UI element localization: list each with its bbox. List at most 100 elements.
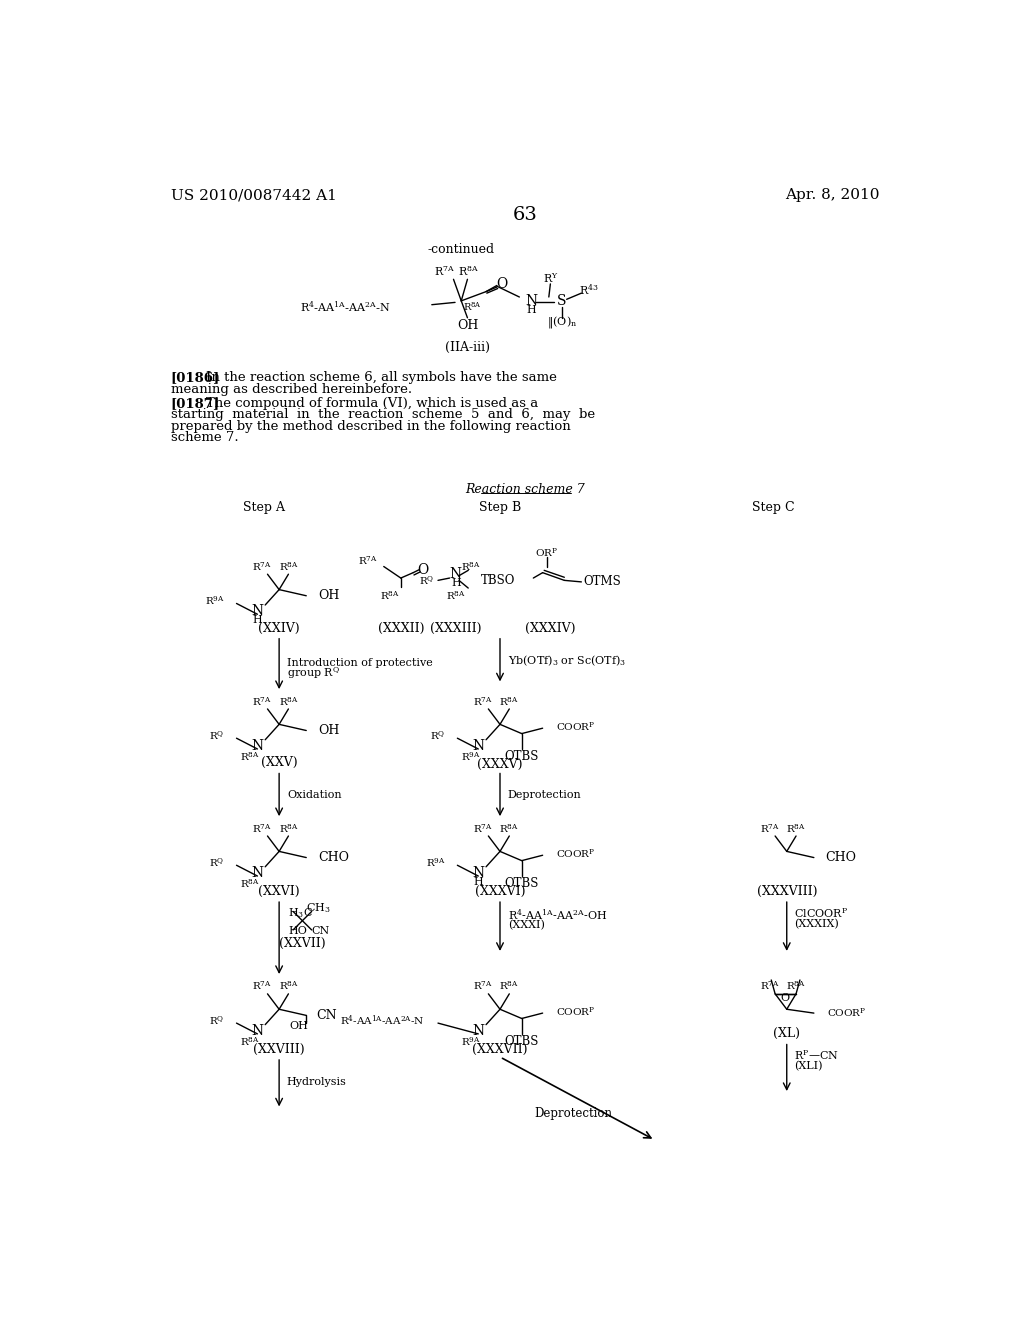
Text: $\mathregular{R^4}$-$\mathregular{AA^{1A}}$-$\mathregular{AA^{2A}}$-OH: $\mathregular{R^4}$-$\mathregular{AA^{1A… (508, 907, 607, 921)
Text: $\mathregular{R^{7A}}$: $\mathregular{R^{7A}}$ (252, 694, 272, 708)
Text: (XXXVII): (XXXVII) (472, 1043, 527, 1056)
Text: $\mathregular{R^{7A}}$: $\mathregular{R^{7A}}$ (760, 822, 779, 834)
Text: $\mathregular{R^P}$—CN: $\mathregular{R^P}$—CN (795, 1048, 840, 1063)
Text: H: H (526, 305, 536, 315)
Text: (XL): (XL) (773, 1027, 800, 1040)
Text: starting  material  in  the  reaction  scheme  5  and  6,  may  be: starting material in the reaction scheme… (171, 408, 595, 421)
Text: Step A: Step A (243, 500, 285, 513)
Text: $\mathregular{R^{8A}}$: $\mathregular{R^{8A}}$ (463, 301, 481, 313)
Text: $\mathregular{R^Q}$: $\mathregular{R^Q}$ (210, 1015, 225, 1027)
Text: CN: CN (311, 927, 330, 936)
Text: $\mathregular{COOR^P}$: $\mathregular{COOR^P}$ (556, 1006, 595, 1018)
Text: N: N (251, 1024, 263, 1038)
Text: (XXXV): (XXXV) (477, 758, 522, 771)
Text: $\mathregular{H_3C}$: $\mathregular{H_3C}$ (289, 906, 313, 920)
Text: $\mathregular{COOR^P}$: $\mathregular{COOR^P}$ (556, 721, 595, 733)
Text: In the reaction scheme 6, all symbols have the same: In the reaction scheme 6, all symbols ha… (206, 371, 556, 384)
Text: OTMS: OTMS (583, 576, 621, 589)
Text: group $\mathregular{R^Q}$: group $\mathregular{R^Q}$ (287, 665, 340, 681)
Text: (XXXIV): (XXXIV) (525, 622, 575, 635)
Text: OTBS: OTBS (505, 878, 539, 890)
Text: $\mathregular{R^{9A}}$: $\mathregular{R^{9A}}$ (426, 857, 445, 870)
Text: Apr. 8, 2010: Apr. 8, 2010 (785, 189, 880, 202)
Text: $\mathregular{R^{43}}$: $\mathregular{R^{43}}$ (580, 282, 599, 297)
Text: (XXXIII): (XXXIII) (430, 622, 481, 635)
Text: OH: OH (289, 1022, 308, 1031)
Text: CHO: CHO (825, 851, 856, 865)
Text: OTBS: OTBS (505, 1035, 539, 1048)
Text: $\mathregular{R^{8A}}$: $\mathregular{R^{8A}}$ (500, 979, 519, 993)
Text: $\mathregular{R^{7A}}$: $\mathregular{R^{7A}}$ (252, 560, 272, 573)
Text: $\mathregular{R^4}$-$\mathregular{AA^{1A}}$-$\mathregular{AA^{2A}}$-N: $\mathregular{R^4}$-$\mathregular{AA^{1A… (340, 1014, 424, 1028)
Text: $\mathregular{COOR^P}$: $\mathregular{COOR^P}$ (827, 1007, 866, 1019)
Text: $\mathregular{R^Q}$: $\mathregular{R^Q}$ (210, 730, 225, 742)
Text: CHO: CHO (317, 851, 349, 865)
Text: OH: OH (317, 589, 339, 602)
Text: $\mathregular{R^{9A}}$: $\mathregular{R^{9A}}$ (461, 750, 480, 763)
Text: $\mathregular{R^{8A}}$: $\mathregular{R^{8A}}$ (459, 265, 479, 279)
Text: O: O (417, 564, 428, 577)
Text: (XXXVI): (XXXVI) (475, 884, 525, 898)
Text: HO: HO (289, 927, 307, 936)
Text: $\mathregular{R^Q}$: $\mathregular{R^Q}$ (419, 574, 434, 586)
Text: $\mathregular{R^Q}$: $\mathregular{R^Q}$ (430, 730, 445, 742)
Text: Reaction scheme 7: Reaction scheme 7 (465, 483, 585, 496)
Text: S: S (557, 294, 566, 308)
Text: Deprotection: Deprotection (508, 791, 582, 800)
Text: $\mathregular{CH_3}$: $\mathregular{CH_3}$ (306, 902, 331, 915)
Text: (XXVII): (XXVII) (280, 937, 326, 950)
Text: [0187]: [0187] (171, 397, 220, 409)
Text: (XXXI): (XXXI) (508, 920, 545, 931)
Text: (XXXIX): (XXXIX) (795, 919, 840, 929)
Text: $\mathregular{R^{7A}}$: $\mathregular{R^{7A}}$ (252, 822, 272, 834)
Text: $\mathregular{R^{7A}}$: $\mathregular{R^{7A}}$ (473, 979, 493, 993)
Text: H: H (473, 878, 483, 887)
Text: $\mathregular{R^{7A}}$: $\mathregular{R^{7A}}$ (760, 979, 779, 993)
Text: (XXVIII): (XXVIII) (253, 1043, 305, 1056)
Text: $\mathregular{R^{9A}}$: $\mathregular{R^{9A}}$ (205, 595, 225, 607)
Text: Oxidation: Oxidation (287, 791, 341, 800)
Text: $\mathregular{R^{7A}}$: $\mathregular{R^{7A}}$ (473, 822, 493, 834)
Text: N: N (472, 1024, 484, 1038)
Text: $\mathregular{R^{7A}}$: $\mathregular{R^{7A}}$ (473, 694, 493, 708)
Text: prepared by the method described in the following reaction: prepared by the method described in the … (171, 420, 570, 433)
Text: $\mathregular{R^{8A}}$: $\mathregular{R^{8A}}$ (279, 560, 298, 573)
Text: -continued: -continued (428, 243, 495, 256)
Text: Introduction of protective: Introduction of protective (287, 657, 432, 668)
Text: $\mathregular{R^{8A}}$: $\mathregular{R^{8A}}$ (462, 560, 481, 573)
Text: scheme 7.: scheme 7. (171, 432, 239, 445)
Text: (IIA-iii): (IIA-iii) (445, 341, 489, 354)
Text: $\mathregular{R^{4}{\text{-}}AA^{1A}{\text{-}}AA^{2A}{\text{-}}N}$: $\mathregular{R^{4}{\text{-}}AA^{1A}{\te… (300, 300, 391, 314)
Text: $\mathregular{R^{7A}}$: $\mathregular{R^{7A}}$ (433, 265, 455, 279)
Text: $\mathregular{R^{8A}}$: $\mathregular{R^{8A}}$ (240, 1035, 260, 1048)
Text: (XXV): (XXV) (261, 756, 297, 770)
Text: $\mathregular{ClCOOR^P}$: $\mathregular{ClCOOR^P}$ (795, 906, 849, 920)
Text: N: N (472, 866, 484, 880)
Text: $\mathregular{R^{8A}}$: $\mathregular{R^{8A}}$ (500, 694, 519, 708)
Text: N: N (251, 605, 263, 618)
Text: $\mathregular{R^{8A}}$: $\mathregular{R^{8A}}$ (500, 822, 519, 834)
Text: 63: 63 (512, 206, 538, 223)
Text: (XXVI): (XXVI) (258, 884, 300, 898)
Text: N: N (450, 568, 462, 581)
Text: OH: OH (457, 319, 478, 333)
Text: $\mathregular{OR^P}$: $\mathregular{OR^P}$ (535, 546, 558, 558)
Text: TBSO: TBSO (481, 574, 515, 587)
Text: (XXIV): (XXIV) (258, 622, 300, 635)
Text: [0186]: [0186] (171, 371, 220, 384)
Text: N: N (472, 739, 484, 752)
Text: Step B: Step B (479, 500, 521, 513)
Text: $\mathregular{Yb(OTf)_3}$ or $\mathregular{Sc(OTf)_3}$: $\mathregular{Yb(OTf)_3}$ or $\mathregul… (508, 653, 626, 668)
Text: $\mathregular{R^{8A}}$: $\mathregular{R^{8A}}$ (279, 979, 298, 993)
Text: N: N (251, 739, 263, 752)
Text: CN: CN (316, 1008, 337, 1022)
Text: H: H (451, 578, 461, 589)
Text: Deprotection: Deprotection (535, 1106, 612, 1119)
Text: $\mathregular{R^{8A}}$: $\mathregular{R^{8A}}$ (240, 750, 260, 763)
Text: Hydrolysis: Hydrolysis (287, 1077, 347, 1086)
Text: $\mathregular{R^{9A}}$: $\mathregular{R^{9A}}$ (461, 1035, 480, 1048)
Text: H: H (253, 615, 262, 626)
Text: O: O (496, 277, 507, 290)
Text: $\mathregular{COOR^P}$: $\mathregular{COOR^P}$ (556, 847, 595, 861)
Text: Step C: Step C (752, 500, 795, 513)
